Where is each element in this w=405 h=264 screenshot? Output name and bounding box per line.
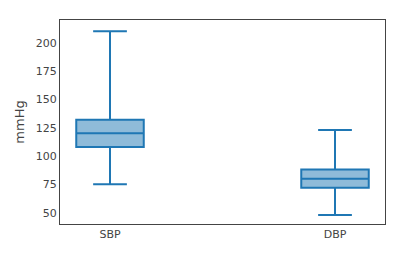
svg-text:50: 50 (43, 207, 57, 220)
svg-text:mmHg: mmHg (12, 100, 27, 143)
svg-text:175: 175 (36, 65, 57, 78)
svg-text:200: 200 (36, 37, 57, 50)
svg-text:DBP: DBP (324, 228, 347, 241)
svg-text:125: 125 (36, 122, 57, 135)
svg-text:100: 100 (36, 150, 57, 163)
svg-text:SBP: SBP (99, 228, 121, 241)
svg-text:75: 75 (43, 178, 57, 191)
svg-text:150: 150 (36, 93, 57, 106)
